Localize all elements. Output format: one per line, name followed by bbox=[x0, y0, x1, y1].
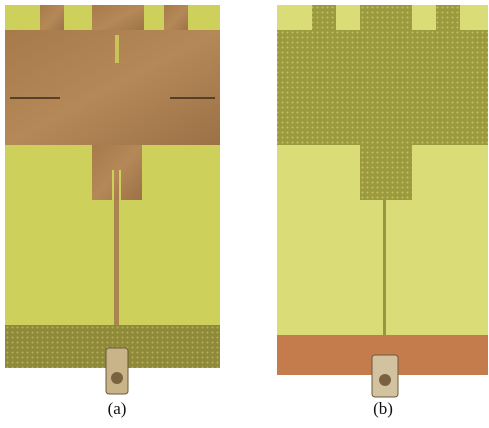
caption: (b) bbox=[373, 399, 393, 418]
board-b bbox=[277, 5, 488, 397]
connector-pin bbox=[379, 374, 391, 386]
connector-pin bbox=[111, 372, 123, 384]
slot bbox=[115, 35, 119, 63]
tab bbox=[40, 5, 64, 33]
board-a bbox=[5, 5, 220, 394]
tab bbox=[312, 5, 336, 33]
connector bbox=[106, 348, 128, 394]
caption: (a) bbox=[108, 399, 127, 418]
feed-line bbox=[383, 200, 386, 338]
tab bbox=[164, 5, 188, 33]
gap bbox=[119, 170, 121, 200]
tab bbox=[92, 5, 144, 33]
stem bbox=[92, 145, 142, 200]
patch bbox=[5, 30, 220, 145]
tab bbox=[436, 5, 460, 33]
gap bbox=[112, 170, 114, 200]
tab bbox=[360, 5, 412, 33]
patch bbox=[277, 30, 488, 145]
figure: (a) (b) bbox=[0, 0, 489, 428]
stem bbox=[360, 145, 412, 200]
